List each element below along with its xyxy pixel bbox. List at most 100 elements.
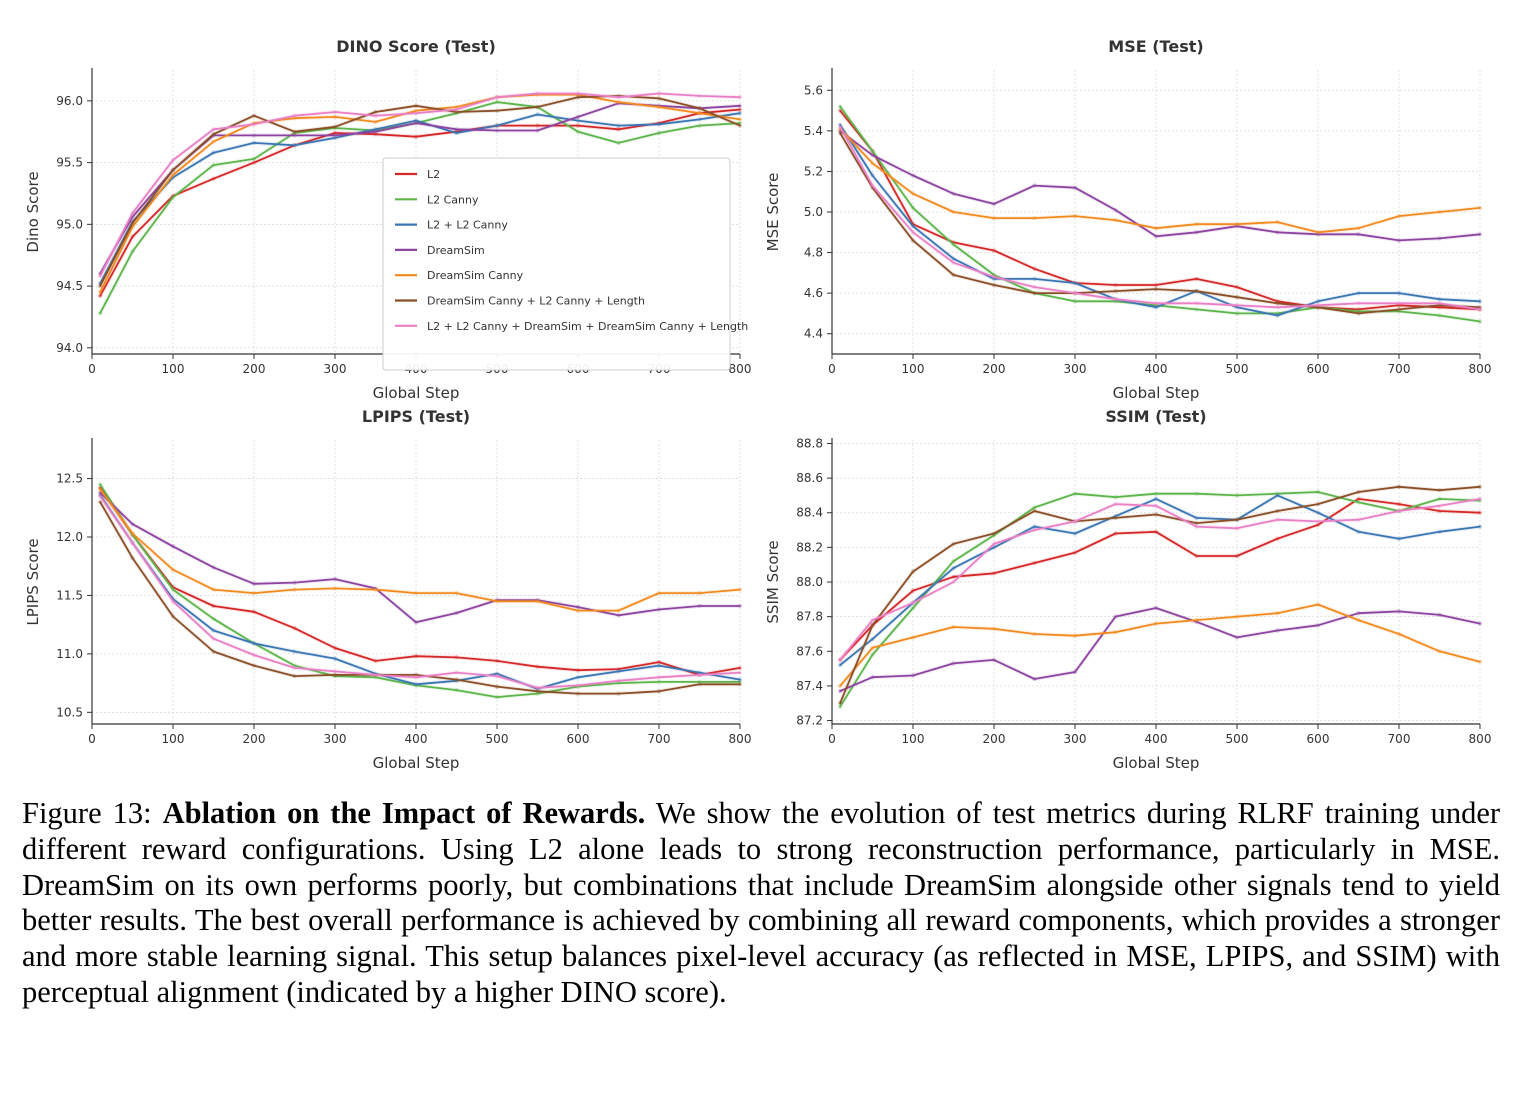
data-point-l2-canny xyxy=(1194,491,1199,496)
data-point-l2 xyxy=(1275,536,1280,541)
data-point-dreamsim-canny xyxy=(1234,614,1240,619)
data-point-l2-l2-canny xyxy=(737,111,743,116)
data-point-l2-canny xyxy=(1072,491,1078,496)
series-line-l2-l2-canny-dreamsim-dreamsim-canny-length xyxy=(839,125,1481,311)
series-shadow-l2 xyxy=(838,109,1481,312)
chart-mse-svg: 0 100 200 300 400 500 600 700 800 4.4 4.6 4.8 5.0 5.2… xyxy=(764,37,1491,402)
data-point-dreamsim xyxy=(413,120,419,126)
series-line-dreamsim-canny xyxy=(839,127,1481,234)
data-point-l2-l2-canny xyxy=(251,140,257,146)
data-point-dreamsim xyxy=(737,103,743,109)
legend-label-l2-l2-canny: L2 + L2 Canny xyxy=(427,219,508,232)
data-point-l2-l2-canny xyxy=(616,123,621,128)
data-point-dreamsim-canny xyxy=(130,531,135,536)
data-point-dreamsim xyxy=(170,544,176,549)
data-point-dreamsim-canny-l2-canny-length xyxy=(837,130,843,136)
y-tick-label: 88.6 xyxy=(796,471,823,485)
y-tick-label: 95.0 xyxy=(56,217,83,231)
data-point-l2-canny xyxy=(454,687,459,693)
data-point-l2-canny xyxy=(837,704,843,709)
data-point-l2-l2-canny-dreamsim-dreamsim-canny-length xyxy=(837,657,843,663)
data-point-l2-l2-canny-dreamsim-dreamsim-canny-length xyxy=(1275,305,1280,310)
x-tick-label: 700 xyxy=(1388,732,1411,746)
data-point-l2-l2-canny-dreamsim-dreamsim-canny-length xyxy=(1113,297,1118,302)
x-tick-label: 500 xyxy=(486,732,509,746)
data-point-dreamsim-canny-l2-canny-length xyxy=(837,701,843,706)
legend-label-l2-l2-canny-dreamsim-dreamsim-canny-length: L2 + L2 Canny + DreamSim + DreamSim Cann… xyxy=(427,320,748,333)
legend: L2 L2 Canny L2 + L2 Canny DreamSim DreamSim … xyxy=(382,157,748,371)
data-point-l2-canny xyxy=(1153,491,1159,496)
data-point-l2-l2-canny-dreamsim-dreamsim-canny-length xyxy=(1234,303,1240,308)
data-point-l2-l2-canny-dreamsim-dreamsim-canny-length xyxy=(1032,527,1037,533)
data-point-dreamsim xyxy=(332,133,338,138)
data-point-l2-l2-canny xyxy=(656,663,662,668)
data-point-dreamsim-canny-l2-canny-length xyxy=(130,555,135,561)
data-point-dreamsim-canny-l2-canny-length xyxy=(910,238,916,243)
data-point-l2-canny xyxy=(1032,505,1037,510)
data-point-dreamsim xyxy=(1315,623,1321,628)
data-point-l2-l2-canny xyxy=(454,130,459,136)
series-line-dreamsim xyxy=(839,607,1481,693)
data-point-dreamsim-canny-l2-canny-length xyxy=(575,94,581,100)
data-point-dreamsim-canny xyxy=(332,114,338,120)
data-point-dreamsim-canny-l2-canny-length xyxy=(211,132,216,137)
data-point-dreamsim-canny xyxy=(97,486,103,492)
data-point-l2-canny xyxy=(211,162,216,168)
data-point-l2-l2-canny-dreamsim-dreamsim-canny-length xyxy=(951,579,956,585)
x-tick-label: 200 xyxy=(243,732,266,746)
data-point-l2-l2-canny-dreamsim-dreamsim-canny-length xyxy=(373,113,378,118)
data-point-l2 xyxy=(251,160,257,165)
data-point-l2-l2-canny-dreamsim-dreamsim-canny-length xyxy=(1437,503,1442,509)
legend-box xyxy=(382,157,731,371)
data-point-l2-l2-canny-dreamsim-dreamsim-canny-length xyxy=(737,94,743,100)
data-point-l2-canny xyxy=(211,616,216,622)
data-point-dreamsim-canny-l2-canny-length xyxy=(251,113,257,118)
data-point-dreamsim-canny xyxy=(991,215,997,221)
data-point-dreamsim-canny xyxy=(1396,213,1402,219)
data-point-dreamsim-canny xyxy=(870,161,875,166)
data-point-dreamsim xyxy=(870,153,875,158)
data-point-dreamsim xyxy=(575,604,581,610)
x-tick-label: 800 xyxy=(1469,732,1492,746)
data-point-l2-l2-canny xyxy=(991,545,997,550)
data-point-l2-l2-canny xyxy=(1315,510,1321,515)
data-point-dreamsim xyxy=(251,133,257,138)
data-point-l2-l2-canny-dreamsim-dreamsim-canny-length xyxy=(837,124,843,129)
data-point-l2-l2-canny xyxy=(656,122,662,127)
data-point-l2-l2-canny xyxy=(951,256,956,261)
chart-panel-mse: 0 100 200 300 400 500 600 700 800 4.4 4.6 4.8 5.0 5.2… xyxy=(740,30,1500,410)
data-point-l2-canny xyxy=(575,129,581,134)
data-point-l2-l2-canny-dreamsim-dreamsim-canny-length xyxy=(870,183,875,188)
data-point-l2 xyxy=(535,664,540,669)
data-point-dreamsim-canny xyxy=(1356,226,1361,231)
data-point-l2 xyxy=(1032,266,1037,271)
data-point-l2-l2-canny-dreamsim-dreamsim-canny-length xyxy=(870,617,875,623)
data-point-dreamsim-canny xyxy=(737,117,743,122)
series-line-l2-canny xyxy=(839,491,1481,708)
data-point-l2-l2-canny xyxy=(1032,276,1037,282)
data-point-l2-canny xyxy=(616,140,621,146)
series-line-dreamsim-canny xyxy=(99,93,741,294)
data-point-dreamsim-canny-l2-canny-length xyxy=(454,677,459,682)
data-point-l2-l2-canny-dreamsim-dreamsim-canny-length xyxy=(97,274,103,279)
data-point-dreamsim-canny xyxy=(373,587,378,592)
data-point-l2-l2-canny-dreamsim-dreamsim-canny-length xyxy=(1113,501,1118,507)
data-point-l2-l2-canny-dreamsim-dreamsim-canny-length xyxy=(494,94,500,100)
x-tick-label: 100 xyxy=(162,362,185,376)
data-point-l2-l2-canny-dreamsim-dreamsim-canny-length xyxy=(1437,301,1442,306)
data-point-dreamsim xyxy=(951,661,956,666)
series-shadow-l2-l2-canny-dreamsim-dreamsim-canny-length xyxy=(838,125,1481,312)
data-point-dreamsim-canny-l2-canny-length xyxy=(951,541,956,547)
data-point-dreamsim-canny xyxy=(697,111,702,116)
data-point-dreamsim-canny xyxy=(951,209,956,215)
data-point-l2-l2-canny xyxy=(910,224,916,229)
data-point-l2-canny xyxy=(1275,491,1280,496)
data-point-dreamsim-canny xyxy=(292,587,297,592)
data-point-l2-l2-canny-dreamsim-dreamsim-canny-length xyxy=(1194,301,1199,306)
data-point-dreamsim-canny xyxy=(910,191,916,196)
data-point-dreamsim-canny-l2-canny-length xyxy=(1234,295,1240,300)
series-line-l2-l2-canny-dreamsim-dreamsim-canny-length xyxy=(99,495,741,689)
data-point-dreamsim-canny-l2-canny-length xyxy=(292,673,297,679)
data-point-l2 xyxy=(1194,276,1199,282)
data-point-l2-canny xyxy=(616,680,621,686)
